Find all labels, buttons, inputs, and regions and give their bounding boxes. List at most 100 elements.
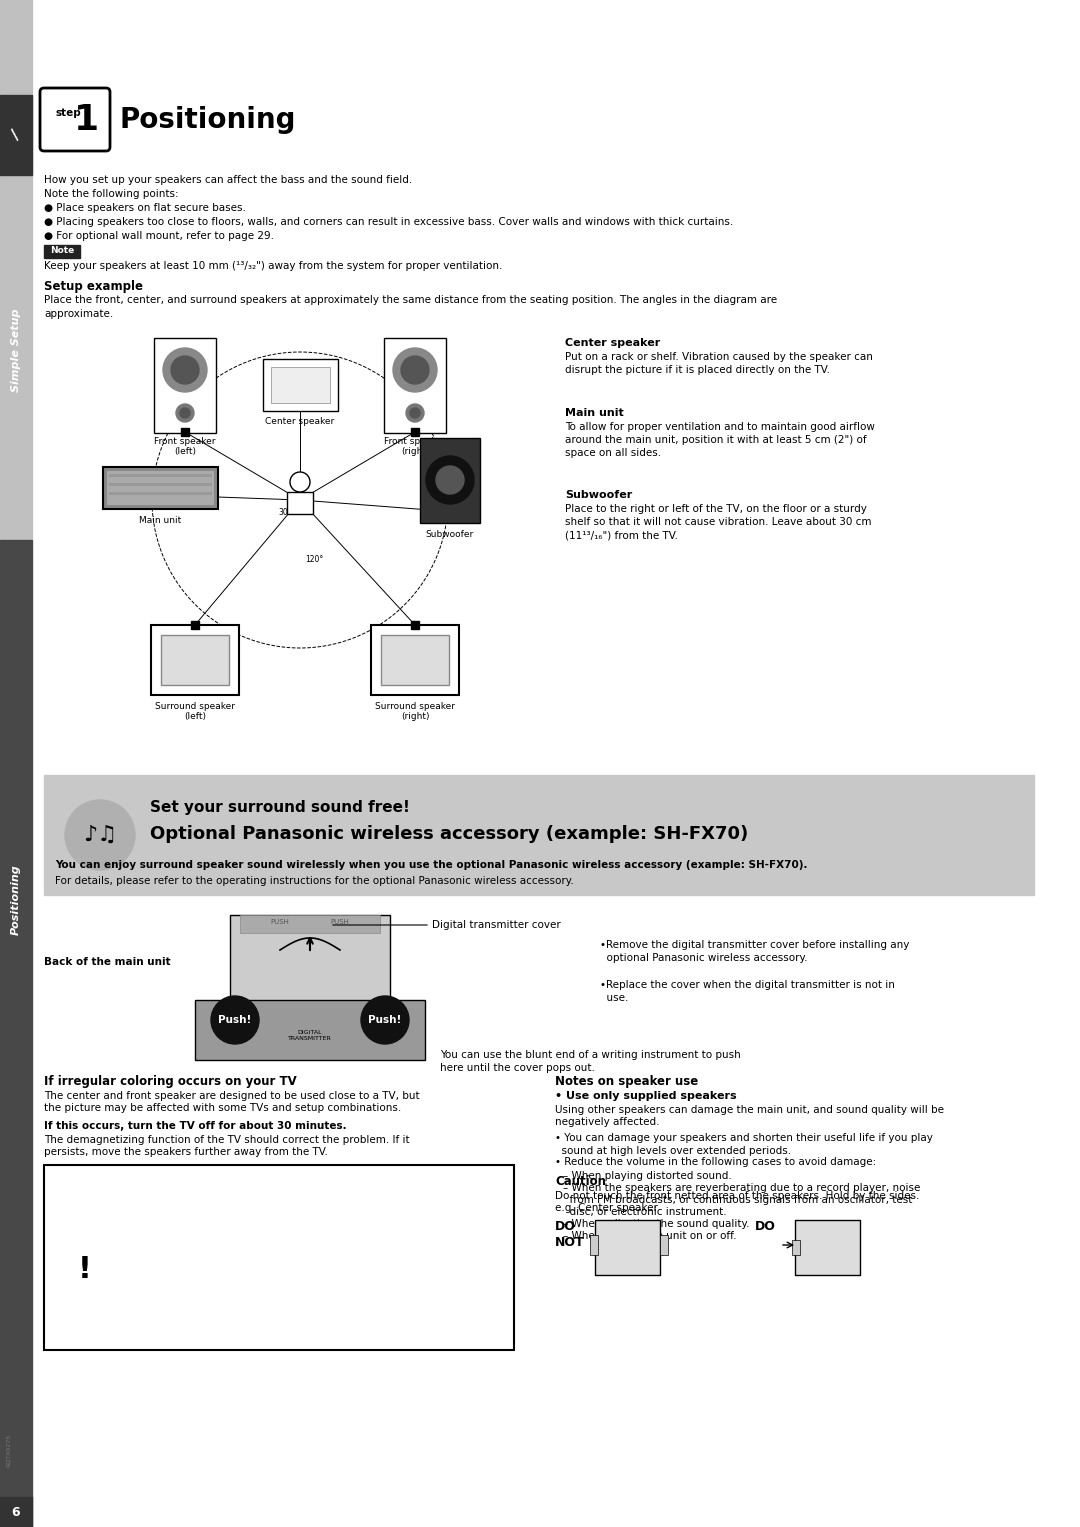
Bar bbox=[154, 337, 216, 434]
Circle shape bbox=[291, 472, 310, 492]
Bar bbox=[381, 635, 449, 686]
Text: •The main unit and supplied speakers are to be
  used only as indicated in this : •The main unit and supplied speakers are… bbox=[122, 1191, 354, 1270]
Circle shape bbox=[65, 800, 135, 870]
Text: Positioning: Positioning bbox=[120, 105, 297, 134]
Text: Caution: Caution bbox=[122, 1174, 173, 1188]
Text: PUSH: PUSH bbox=[271, 919, 289, 925]
Bar bbox=[792, 1240, 800, 1255]
Circle shape bbox=[180, 408, 190, 418]
Text: • You can damage your speakers and shorten their useful life if you play
  sound: • You can damage your speakers and short… bbox=[555, 1133, 933, 1156]
Bar bbox=[0, 95, 32, 176]
Text: Subwoofer: Subwoofer bbox=[426, 530, 474, 539]
Text: 1: 1 bbox=[73, 102, 98, 137]
Bar bbox=[107, 470, 214, 505]
Text: ● Placing speakers too close to floors, walls, and corners can result in excessi: ● Placing speakers too close to floors, … bbox=[44, 217, 733, 228]
Text: To allow for proper ventilation and to maintain good airflow
around the main uni: To allow for proper ventilation and to m… bbox=[565, 421, 875, 458]
Bar bbox=[181, 428, 189, 437]
Bar bbox=[660, 1235, 669, 1255]
Circle shape bbox=[176, 405, 194, 421]
Text: ● For optional wall mount, refer to page 29.: ● For optional wall mount, refer to page… bbox=[44, 231, 274, 241]
Text: Setup example: Setup example bbox=[44, 279, 143, 293]
Text: Center speaker: Center speaker bbox=[565, 337, 660, 348]
Text: Front speaker: Front speaker bbox=[154, 437, 216, 446]
Text: (right): (right) bbox=[401, 447, 429, 457]
Text: Set your surround sound free!: Set your surround sound free! bbox=[150, 800, 410, 815]
Bar bbox=[109, 492, 212, 495]
Text: (left): (left) bbox=[184, 712, 206, 721]
Text: You can use the blunt end of a writing instrument to push
here until the cover p: You can use the blunt end of a writing i… bbox=[440, 1051, 741, 1073]
Text: Do not touch the front netted area of the speakers. Hold by the sides.: Do not touch the front netted area of th… bbox=[555, 1191, 919, 1202]
Text: !: ! bbox=[78, 1255, 92, 1284]
Text: •Replace the cover when the digital transmitter is not in
  use.: •Replace the cover when the digital tran… bbox=[600, 980, 895, 1003]
Polygon shape bbox=[60, 1235, 110, 1286]
Text: 6: 6 bbox=[12, 1506, 21, 1518]
Text: • Use only supplied speakers: • Use only supplied speakers bbox=[555, 1090, 737, 1101]
Text: disc, or electronic instrument.: disc, or electronic instrument. bbox=[563, 1206, 727, 1217]
Text: – When turning the unit on or off.: – When turning the unit on or off. bbox=[563, 1231, 737, 1241]
Circle shape bbox=[393, 348, 437, 392]
Circle shape bbox=[406, 405, 424, 421]
Text: Push!: Push! bbox=[218, 1015, 252, 1025]
Text: Subwoofer: Subwoofer bbox=[565, 490, 632, 499]
Bar bbox=[44, 1165, 514, 1350]
Text: DO: DO bbox=[755, 1220, 775, 1232]
Bar bbox=[161, 635, 229, 686]
Text: •Remove the digital transmitter cover before installing any
  optional Panasonic: •Remove the digital transmitter cover be… bbox=[600, 941, 909, 964]
Text: – When adjusting the sound quality.: – When adjusting the sound quality. bbox=[563, 1219, 750, 1229]
Bar bbox=[109, 473, 212, 476]
Text: NOT: NOT bbox=[555, 1235, 584, 1249]
Text: Using other speakers can damage the main unit, and sound quality will be: Using other speakers can damage the main… bbox=[555, 1106, 944, 1115]
Text: Put on a rack or shelf. Vibration caused by the speaker can
disrupt the picture : Put on a rack or shelf. Vibration caused… bbox=[565, 353, 873, 376]
Bar bbox=[0, 1496, 32, 1527]
Bar bbox=[195, 1000, 426, 1060]
Text: ♪♫: ♪♫ bbox=[83, 825, 117, 844]
Text: approximate.: approximate. bbox=[44, 308, 113, 319]
Text: Caution: Caution bbox=[555, 1174, 606, 1188]
Circle shape bbox=[401, 356, 429, 383]
Text: If irregular coloring occurs on your TV: If irregular coloring occurs on your TV bbox=[44, 1075, 297, 1089]
Bar bbox=[411, 428, 419, 437]
FancyBboxPatch shape bbox=[40, 89, 110, 151]
Text: (left): (left) bbox=[174, 447, 195, 457]
Bar bbox=[264, 359, 338, 411]
Text: For details, please refer to the operating instructions for the optional Panason: For details, please refer to the operati… bbox=[55, 876, 573, 886]
Bar bbox=[411, 621, 419, 629]
Text: negatively affected.: negatively affected. bbox=[555, 1116, 660, 1127]
Bar bbox=[287, 492, 313, 515]
Circle shape bbox=[426, 457, 474, 504]
Bar bbox=[0, 541, 32, 1527]
Bar bbox=[44, 776, 1034, 895]
Bar bbox=[109, 483, 212, 486]
Text: /: / bbox=[9, 128, 24, 142]
Text: the picture may be affected with some TVs and setup combinations.: the picture may be affected with some TV… bbox=[44, 1102, 402, 1113]
Circle shape bbox=[163, 348, 207, 392]
Text: Notes on speaker use: Notes on speaker use bbox=[555, 1075, 699, 1089]
Text: from FM broadcasts, or continuous signals from an oscillator, test: from FM broadcasts, or continuous signal… bbox=[563, 1196, 913, 1205]
Text: Surround speaker: Surround speaker bbox=[375, 702, 455, 712]
Text: Place to the right or left of the TV, on the floor or a sturdy
shelf so that it : Place to the right or left of the TV, on… bbox=[565, 504, 872, 541]
Text: persists, move the speakers further away from the TV.: persists, move the speakers further away… bbox=[44, 1147, 328, 1157]
Text: e.g. Center speaker: e.g. Center speaker bbox=[555, 1203, 658, 1212]
Text: Digital transmitter cover: Digital transmitter cover bbox=[432, 919, 561, 930]
Text: Note: Note bbox=[50, 246, 75, 255]
Text: step: step bbox=[55, 108, 81, 118]
Text: Main unit: Main unit bbox=[565, 408, 624, 418]
Text: • Reduce the volume in the following cases to avoid damage:: • Reduce the volume in the following cas… bbox=[555, 1157, 876, 1167]
Bar bbox=[795, 1220, 860, 1275]
Text: 30°30°: 30°30° bbox=[279, 508, 306, 518]
Text: If this occurs, turn the TV off for about 30 minutes.: If this occurs, turn the TV off for abou… bbox=[44, 1121, 347, 1132]
Text: Note the following points:: Note the following points: bbox=[44, 189, 178, 199]
Text: – When the speakers are reverberating due to a record player, noise: – When the speakers are reverberating du… bbox=[563, 1183, 920, 1193]
Text: You can enjoy surround speaker sound wirelessly when you use the optional Panaso: You can enjoy surround speaker sound wir… bbox=[55, 860, 808, 870]
Bar bbox=[151, 625, 239, 695]
Text: Optional Panasonic wireless accessory (example: SH-FX70): Optional Panasonic wireless accessory (e… bbox=[150, 825, 748, 843]
Text: DIGITAL
TRANSMITTER: DIGITAL TRANSMITTER bbox=[288, 1031, 332, 1041]
Text: 120°: 120° bbox=[305, 554, 323, 563]
Text: Positioning: Positioning bbox=[11, 864, 21, 936]
Text: Simple Setup: Simple Setup bbox=[11, 308, 21, 392]
Bar bbox=[595, 1220, 660, 1275]
Circle shape bbox=[211, 996, 259, 1044]
Bar bbox=[103, 467, 218, 508]
Text: Center speaker: Center speaker bbox=[266, 417, 335, 426]
Circle shape bbox=[436, 466, 464, 495]
